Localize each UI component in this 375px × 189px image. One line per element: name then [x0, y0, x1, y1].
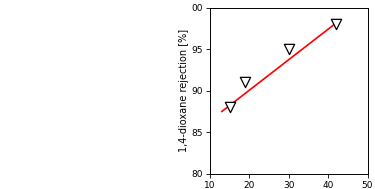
Point — [333, 23, 339, 26]
Point — [226, 106, 232, 109]
Point — [286, 48, 292, 51]
Y-axis label: 1,4-dioxane rejection [%]: 1,4-dioxane rejection [%] — [179, 29, 189, 152]
Point — [242, 81, 248, 84]
